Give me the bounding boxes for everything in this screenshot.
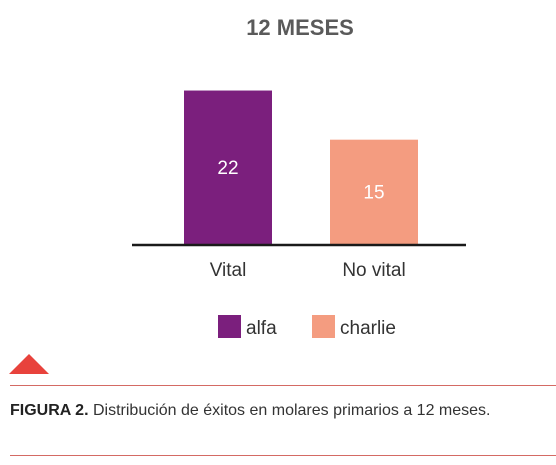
legend-swatch-charlie xyxy=(312,315,335,338)
bar-value-label-vital: 22 xyxy=(217,158,238,179)
figure-caption: FIGURA 2. Distribución de éxitos en mola… xyxy=(10,400,545,422)
bar-vital xyxy=(184,90,272,245)
figure-caption-text: Distribución de éxitos en molares primar… xyxy=(92,402,491,419)
triangle-marker-icon xyxy=(9,354,49,374)
caption-top-rule xyxy=(10,385,556,386)
bar-no-vital xyxy=(330,139,418,245)
legend-swatch-alfa xyxy=(218,315,241,338)
caption-bottom-rule xyxy=(10,455,556,456)
category-label-vital: Vital xyxy=(210,260,247,281)
category-label-no-vital: No vital xyxy=(342,260,405,281)
figure-label: FIGURA 2. xyxy=(10,402,89,419)
bar-value-label-no-vital: 15 xyxy=(363,182,384,203)
legend-label-alfa: alfa xyxy=(246,318,277,339)
chart-title: 12 MESES xyxy=(246,15,354,40)
legend-label-charlie: charlie xyxy=(340,318,396,339)
bar-chart: 12 MESES 22 15 Vital No vital alfa charl… xyxy=(132,15,466,339)
